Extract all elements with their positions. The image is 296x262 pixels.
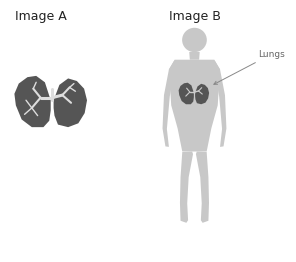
Text: Image B: Image B: [168, 10, 221, 24]
Ellipse shape: [182, 28, 207, 52]
Polygon shape: [163, 60, 175, 147]
Polygon shape: [178, 83, 194, 104]
Polygon shape: [195, 84, 209, 104]
Polygon shape: [54, 78, 87, 127]
Text: Lungs: Lungs: [214, 50, 285, 84]
Polygon shape: [196, 151, 209, 223]
Text: Image A: Image A: [15, 10, 66, 24]
Polygon shape: [214, 60, 226, 147]
Polygon shape: [169, 60, 220, 151]
Polygon shape: [15, 76, 51, 127]
Polygon shape: [189, 52, 200, 60]
Polygon shape: [180, 151, 193, 223]
